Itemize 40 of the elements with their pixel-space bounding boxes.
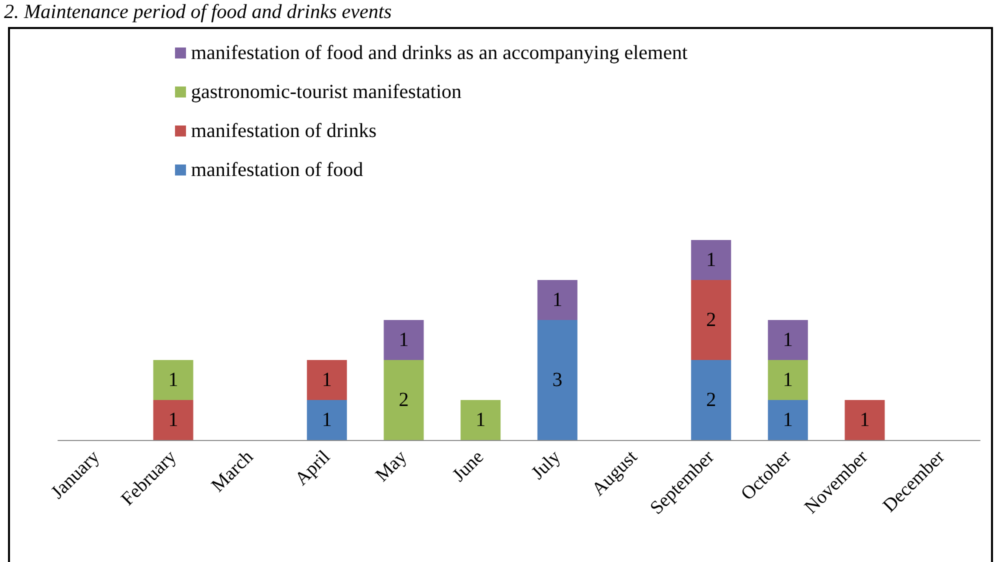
bar (537, 320, 578, 440)
bar (844, 400, 885, 440)
data-label: 1 (860, 409, 870, 431)
bar (306, 360, 347, 400)
data-label: 1 (476, 409, 486, 431)
data-label: 2 (706, 389, 716, 411)
data-label: 1 (706, 249, 716, 271)
data-label: 1 (168, 409, 178, 431)
x-tick-label: July (528, 446, 566, 484)
bar (153, 360, 194, 400)
data-label: 1 (782, 409, 793, 431)
bar (384, 360, 424, 440)
x-tick-label: May (372, 446, 412, 486)
bar (768, 320, 808, 360)
chart-title: 2. Maintenance period of food and drinks events (4, 1, 392, 23)
data-label: 3 (552, 369, 562, 391)
x-tick-label: June (448, 446, 488, 486)
legend-label: manifestation of drinks (191, 120, 377, 142)
legend-label: manifestation of food and drinks as an accompanying element (191, 42, 688, 64)
bar (384, 320, 424, 360)
bar (768, 400, 808, 440)
bar (153, 400, 194, 440)
data-label: 2 (706, 309, 716, 331)
bar (691, 360, 732, 440)
bar (537, 280, 578, 320)
data-label: 1 (322, 369, 332, 391)
data-label: 1 (322, 409, 332, 431)
data-label: 1 (168, 369, 178, 391)
data-label: 2 (398, 389, 409, 411)
bar (460, 400, 501, 440)
data-label: 1 (782, 329, 793, 351)
bar (306, 400, 347, 440)
data-label: 1 (398, 329, 409, 351)
bar (691, 280, 732, 360)
bar (768, 360, 808, 400)
bar (691, 240, 732, 280)
data-label: 1 (552, 289, 562, 311)
data-label: 1 (782, 369, 793, 391)
legend-label: gastronomic-tourist manifestation (191, 81, 462, 103)
legend-label: manifestation of food (191, 159, 364, 181)
